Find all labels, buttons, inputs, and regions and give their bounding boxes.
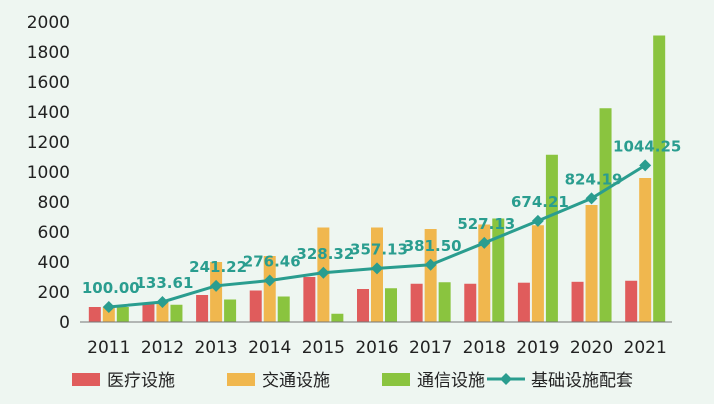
line-point-2015 bbox=[317, 266, 330, 279]
bars bbox=[88, 35, 666, 322]
y-tick-label: 400 bbox=[38, 253, 70, 273]
line-series bbox=[102, 159, 652, 313]
legend-label: 医疗设施 bbox=[107, 371, 175, 391]
data-label-2019: 674.21 bbox=[511, 193, 569, 211]
data-label-2014: 276.46 bbox=[243, 253, 301, 271]
bar-医疗设施-2021 bbox=[625, 280, 638, 322]
data-label-2015: 328.32 bbox=[296, 245, 354, 263]
x-tick-label: 2021 bbox=[624, 338, 667, 358]
bar-交通设施-2014 bbox=[263, 256, 276, 322]
y-tick-label: 200 bbox=[38, 283, 70, 303]
bar-医疗设施-2015 bbox=[303, 277, 316, 322]
line-point-2021 bbox=[639, 159, 652, 172]
bar-医疗设施-2017 bbox=[410, 283, 423, 322]
bar-医疗设施-2018 bbox=[464, 283, 477, 322]
data-label-2018: 527.13 bbox=[457, 215, 515, 233]
bar-通信设施-2021 bbox=[653, 35, 666, 322]
y-tick-label: 0 bbox=[59, 313, 70, 333]
y-tick-label: 1800 bbox=[27, 43, 70, 63]
bar-医疗设施-2014 bbox=[249, 290, 262, 322]
y-tick-label: 1600 bbox=[27, 73, 70, 93]
data-label-2020: 824.19 bbox=[565, 170, 623, 188]
data-label-2021: 1044.25 bbox=[613, 137, 681, 155]
y-tick-label: 2000 bbox=[27, 13, 70, 33]
bar-医疗设施-2012 bbox=[142, 304, 155, 322]
x-tick-label: 2013 bbox=[194, 338, 237, 358]
line-point-2019 bbox=[531, 214, 544, 227]
y-axis: 0 200 400 600 800 1000 1200 1400 1600 1800 2000 bbox=[27, 13, 70, 333]
bar-医疗设施-2013 bbox=[196, 295, 209, 322]
x-axis: 2011 2012 2013 2014 2015 2016 2017 2018 2019 2020… bbox=[80, 321, 672, 358]
x-tick-label: 2016 bbox=[355, 338, 398, 358]
x-tick-label: 2018 bbox=[463, 338, 506, 358]
legend-swatch-通信设施 bbox=[382, 373, 410, 386]
x-tick-label: 2015 bbox=[302, 338, 345, 358]
bar-通信设施-2013 bbox=[224, 299, 237, 322]
line-point-2013 bbox=[210, 279, 223, 292]
x-tick-label: 2020 bbox=[570, 338, 613, 358]
bar-交通设施-2011 bbox=[102, 307, 115, 322]
bar-交通设施-2018 bbox=[478, 224, 491, 322]
legend-swatch-交通设施 bbox=[227, 373, 255, 386]
bar-交通设施-2019 bbox=[531, 225, 544, 322]
data-label-2011: 100.00 bbox=[82, 279, 140, 297]
line-point-2012 bbox=[156, 295, 169, 308]
bar-交通设施-2012 bbox=[156, 301, 169, 322]
x-tick-label: 2019 bbox=[516, 338, 559, 358]
data-label-2013: 241.22 bbox=[189, 258, 247, 276]
bar-医疗设施-2019 bbox=[517, 282, 530, 322]
legend-label: 交通设施 bbox=[262, 371, 330, 391]
bar-通信设施-2014 bbox=[277, 296, 290, 322]
bar-通信设施-2018 bbox=[492, 218, 505, 322]
line-point-2011 bbox=[102, 301, 115, 313]
x-tick-label: 2011 bbox=[87, 338, 130, 358]
legend-label: 基础设施配套 bbox=[531, 371, 633, 391]
data-label-2016: 357.13 bbox=[350, 240, 408, 258]
x-tick-label: 2014 bbox=[248, 338, 291, 358]
bar-交通设施-2020 bbox=[585, 205, 598, 322]
data-label-2012: 133.61 bbox=[136, 274, 194, 292]
bar-医疗设施-2020 bbox=[571, 281, 584, 322]
bar-医疗设施-2011 bbox=[88, 307, 101, 322]
y-tick-label: 1000 bbox=[27, 163, 70, 183]
y-tick-label: 800 bbox=[38, 193, 70, 213]
data-labels: 100.00133.61241.22276.46328.32357.13381.… bbox=[82, 137, 681, 297]
legend-swatch-医疗设施 bbox=[72, 373, 100, 386]
bar-交通设施-2021 bbox=[639, 178, 652, 322]
legend-label: 通信设施 bbox=[417, 371, 485, 391]
bar-交通设施-2017 bbox=[424, 229, 437, 322]
line-point-2014 bbox=[263, 274, 276, 287]
bar-通信设施-2020 bbox=[599, 108, 612, 322]
line-point-2018 bbox=[478, 236, 491, 249]
bar-通信设施-2017 bbox=[438, 282, 451, 322]
y-tick-label: 1400 bbox=[27, 103, 70, 123]
bar-通信设施-2019 bbox=[545, 154, 558, 322]
legend-marker bbox=[500, 373, 512, 385]
bar-交通设施-2016 bbox=[371, 227, 383, 322]
bar-通信设施-2011 bbox=[116, 307, 129, 322]
x-tick-label: 2012 bbox=[141, 338, 184, 358]
bar-医疗设施-2016 bbox=[357, 289, 369, 322]
bar-通信设施-2015 bbox=[331, 313, 344, 322]
legend: 医疗设施 交通设施 通信设施 基础设施配套 bbox=[72, 371, 633, 391]
bar-通信设施-2016 bbox=[385, 288, 397, 322]
bar-通信设施-2012 bbox=[170, 304, 183, 322]
bar-交通设施-2013 bbox=[210, 262, 223, 322]
line-point-2016 bbox=[371, 262, 383, 275]
line-point-2017 bbox=[424, 258, 437, 271]
x-tick-label: 2017 bbox=[409, 338, 452, 358]
line-point-2020 bbox=[585, 192, 598, 205]
data-label-2017: 381.50 bbox=[404, 237, 462, 255]
y-tick-label: 600 bbox=[38, 223, 70, 243]
y-tick-label: 1200 bbox=[27, 133, 70, 153]
